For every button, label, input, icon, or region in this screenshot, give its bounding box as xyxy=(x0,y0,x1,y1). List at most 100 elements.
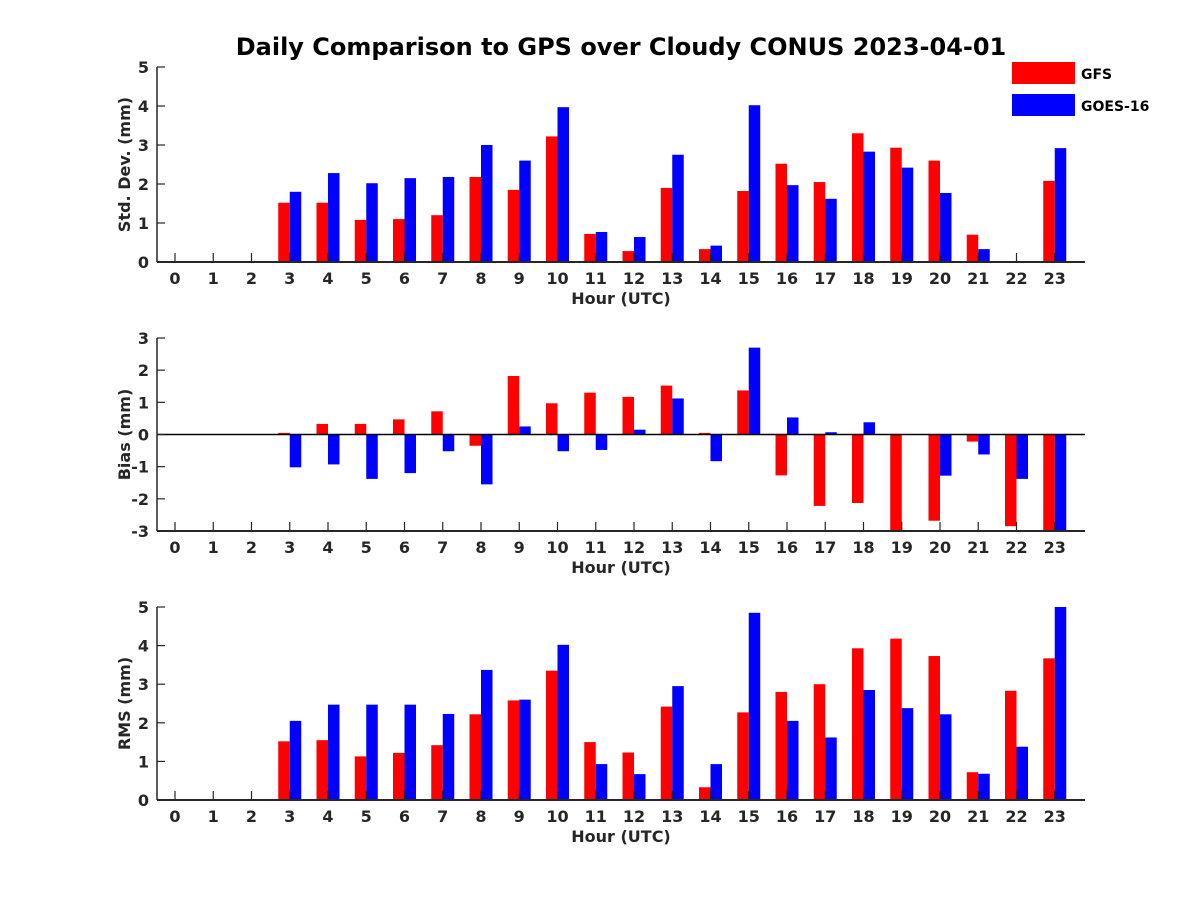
std-dev-xtick-label: 5 xyxy=(361,269,372,288)
rms-bar-goes16-12 xyxy=(634,774,646,800)
std-dev-bar-gfs-21 xyxy=(966,234,979,262)
rms-bar-goes16-17 xyxy=(825,737,837,800)
bias-bar-gfs-8 xyxy=(469,434,481,446)
rms-ytick-label: 1 xyxy=(138,752,149,771)
rms-bar-gfs-6 xyxy=(393,752,405,800)
std-dev-bar-gfs-9 xyxy=(507,189,520,262)
rms-bar-goes16-22 xyxy=(1016,746,1028,800)
legend-swatch-goes16 xyxy=(1012,94,1075,116)
rms-xtick-label: 4 xyxy=(322,807,333,826)
std-dev-bar-gfs-5 xyxy=(354,219,367,262)
bias-bar-gfs-13 xyxy=(660,385,673,435)
bias-bar-goes16-4 xyxy=(328,434,340,465)
bias-bar-gfs-17 xyxy=(813,434,826,506)
bias-bar-gfs-18 xyxy=(852,434,864,504)
bias-ytick-label: 2 xyxy=(138,361,149,380)
rms-ytick-label: 3 xyxy=(138,675,149,694)
std-dev-bar-gfs-7 xyxy=(431,215,443,262)
rms-xtick-label: 3 xyxy=(284,807,295,826)
rms-bar-gfs-19 xyxy=(890,638,902,800)
std-dev-ytick-label: 5 xyxy=(138,58,149,77)
bias-xtick-label: 11 xyxy=(585,538,607,557)
rms-bar-gfs-16 xyxy=(775,691,787,800)
bias-xlabel: Hour (UTC) xyxy=(571,558,671,577)
rms-xlabel: Hour (UTC) xyxy=(571,827,671,846)
rms-bar-goes16-9 xyxy=(519,699,531,800)
std-dev-bar-gfs-20 xyxy=(928,160,940,262)
rms-xtick-label: 0 xyxy=(169,807,180,826)
rms-bar-gfs-10 xyxy=(546,670,558,800)
bias-bar-gfs-7 xyxy=(431,411,443,435)
bias-xtick-label: 17 xyxy=(814,538,836,557)
std-dev-bar-gfs-4 xyxy=(316,202,328,262)
bias-bar-goes16-20 xyxy=(940,434,952,476)
rms-xtick-label: 10 xyxy=(546,807,568,826)
std-dev-xtick-label: 2 xyxy=(246,269,257,288)
bias-xtick-label: 0 xyxy=(169,538,180,557)
std-dev-xtick-label: 11 xyxy=(585,269,607,288)
bias-xtick-label: 15 xyxy=(738,538,760,557)
bias-xtick-label: 4 xyxy=(322,538,333,557)
std-dev-xtick-label: 15 xyxy=(738,269,760,288)
bias-bar-gfs-16 xyxy=(775,434,787,476)
rms-bar-goes16-13 xyxy=(672,686,684,800)
std-dev-xtick-label: 16 xyxy=(776,269,798,288)
rms-bar-goes16-21 xyxy=(978,773,990,800)
rms-bar-goes16-5 xyxy=(366,704,378,800)
std-dev-xtick-label: 21 xyxy=(967,269,989,288)
std-dev-xtick-label: 19 xyxy=(891,269,913,288)
rms-ytick-label: 0 xyxy=(138,791,149,810)
rms-bar-gfs-9 xyxy=(507,700,520,800)
bias-xtick-label: 20 xyxy=(929,538,951,557)
bias-bar-goes16-11 xyxy=(595,434,608,450)
std-dev-ytick-label: 0 xyxy=(138,253,149,272)
std-dev-bar-goes16-5 xyxy=(366,183,378,262)
rms-xtick-label: 9 xyxy=(514,807,525,826)
std-dev-xlabel: Hour (UTC) xyxy=(571,289,671,308)
bias-xtick-label: 22 xyxy=(1005,538,1027,557)
std-dev-xtick-label: 9 xyxy=(514,269,525,288)
rms-ylabel: RMS (mm) xyxy=(115,657,134,750)
rms-xtick-label: 17 xyxy=(814,807,836,826)
rms-bar-gfs-3 xyxy=(278,741,290,800)
rms-xtick-label: 7 xyxy=(437,807,448,826)
rms-bar-gfs-20 xyxy=(928,656,940,800)
rms-ytick-label: 4 xyxy=(138,637,149,656)
rms-bar-gfs-14 xyxy=(699,787,711,800)
rms-bar-goes16-7 xyxy=(442,713,455,800)
std-dev-bar-goes16-18 xyxy=(863,151,875,262)
rms-bar-gfs-13 xyxy=(660,706,673,800)
std-dev-xtick-label: 4 xyxy=(322,269,333,288)
bias-xtick-label: 23 xyxy=(1044,538,1066,557)
rms-xtick-label: 19 xyxy=(891,807,913,826)
rms-xtick-label: 1 xyxy=(208,807,219,826)
rms-xtick-label: 15 xyxy=(738,807,760,826)
rms-bar-goes16-15 xyxy=(748,612,761,800)
bias-bar-gfs-15 xyxy=(737,390,749,435)
bias-ytick-label: -1 xyxy=(131,458,149,477)
std-dev-xtick-label: 18 xyxy=(852,269,874,288)
rms-bar-gfs-8 xyxy=(469,714,481,800)
rms-bar-goes16-19 xyxy=(901,708,914,800)
std-dev-bar-gfs-15 xyxy=(737,191,749,262)
bias-bar-gfs-19 xyxy=(890,434,902,531)
bias-bar-goes16-17 xyxy=(825,432,837,435)
std-dev-xtick-label: 23 xyxy=(1044,269,1066,288)
rms-bar-goes16-10 xyxy=(557,644,569,800)
rms-bar-goes16-18 xyxy=(863,689,875,800)
rms-bar-goes16-20 xyxy=(940,714,952,800)
std-dev-bar-goes16-11 xyxy=(595,231,608,262)
bias-xtick-label: 9 xyxy=(514,538,525,557)
bias-ytick-label: -2 xyxy=(131,490,149,509)
bias-bar-goes16-3 xyxy=(289,434,302,468)
rms-bar-gfs-15 xyxy=(737,712,749,800)
std-dev-bar-gfs-12 xyxy=(622,251,634,262)
std-dev-bar-goes16-19 xyxy=(901,167,914,262)
std-dev-bar-gfs-11 xyxy=(584,233,596,262)
bias-ytick-label: 1 xyxy=(138,393,149,412)
rms-bar-gfs-7 xyxy=(431,745,443,800)
std-dev-xtick-label: 8 xyxy=(475,269,486,288)
rms-xtick-label: 18 xyxy=(852,807,874,826)
